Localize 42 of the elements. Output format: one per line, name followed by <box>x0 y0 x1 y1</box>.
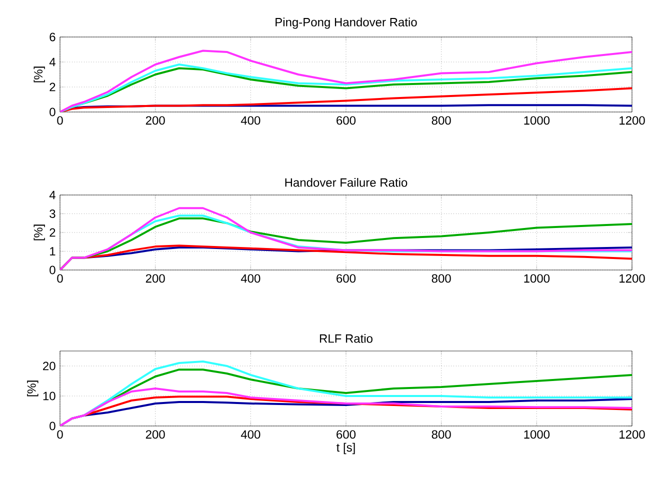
chart-title: RLF Ratio <box>320 334 372 343</box>
x-tick-label: 0 <box>57 274 63 283</box>
x-tick-label: 1200 <box>620 430 645 439</box>
y-tick-label: 20 <box>43 362 56 370</box>
y-tick-label: 0 <box>50 108 56 116</box>
y-tick-label: 1 <box>50 247 56 256</box>
y-axis-title: [%] <box>34 66 45 82</box>
y-tick-label: 4 <box>49 58 56 66</box>
chart-title: Handover Failure Ratio <box>285 178 408 187</box>
y-tick-label: 0 <box>50 422 56 430</box>
x-tick-label: 400 <box>240 274 260 283</box>
x-tick-label: 1200 <box>620 116 645 125</box>
x-tick-label: 800 <box>432 430 451 439</box>
x-tick-label: 600 <box>336 274 356 283</box>
x-tick-label: 0 <box>57 116 63 125</box>
x-tick-label: 200 <box>146 116 165 125</box>
x-tick-label: 600 <box>336 430 356 439</box>
x-tick-label: 400 <box>240 430 260 439</box>
x-tick-label: 800 <box>432 274 451 283</box>
y-tick-label: 6 <box>50 32 56 42</box>
x-tick-label: 1000 <box>524 116 550 125</box>
line-series <box>60 50 632 112</box>
chart-title: Ping-Pong Handover Ratio <box>276 18 417 29</box>
x-tick-label: 0 <box>57 430 63 439</box>
x-axis-title: t [s] <box>336 442 355 454</box>
x-tick-label: 400 <box>240 116 260 125</box>
y-tick-label: 10 <box>43 392 56 400</box>
y-tick-label: 0 <box>50 266 56 274</box>
y-axis-title: [%] <box>27 380 38 396</box>
line-series <box>60 387 632 426</box>
y-axis-title: [%] <box>34 224 45 240</box>
x-tick-label: 600 <box>336 116 356 125</box>
x-tick-label: 200 <box>146 274 165 283</box>
x-tick-label: 800 <box>432 116 451 125</box>
x-tick-label: 1000 <box>524 274 550 283</box>
x-tick-label: 200 <box>146 430 165 439</box>
y-tick-label: 3 <box>50 210 56 218</box>
y-tick-label: 2 <box>50 228 56 237</box>
y-tick-label: 2 <box>50 82 56 92</box>
y-tick-label: 4 <box>49 190 56 200</box>
x-tick-label: 1000 <box>524 430 550 439</box>
x-tick-label: 1200 <box>620 274 645 283</box>
